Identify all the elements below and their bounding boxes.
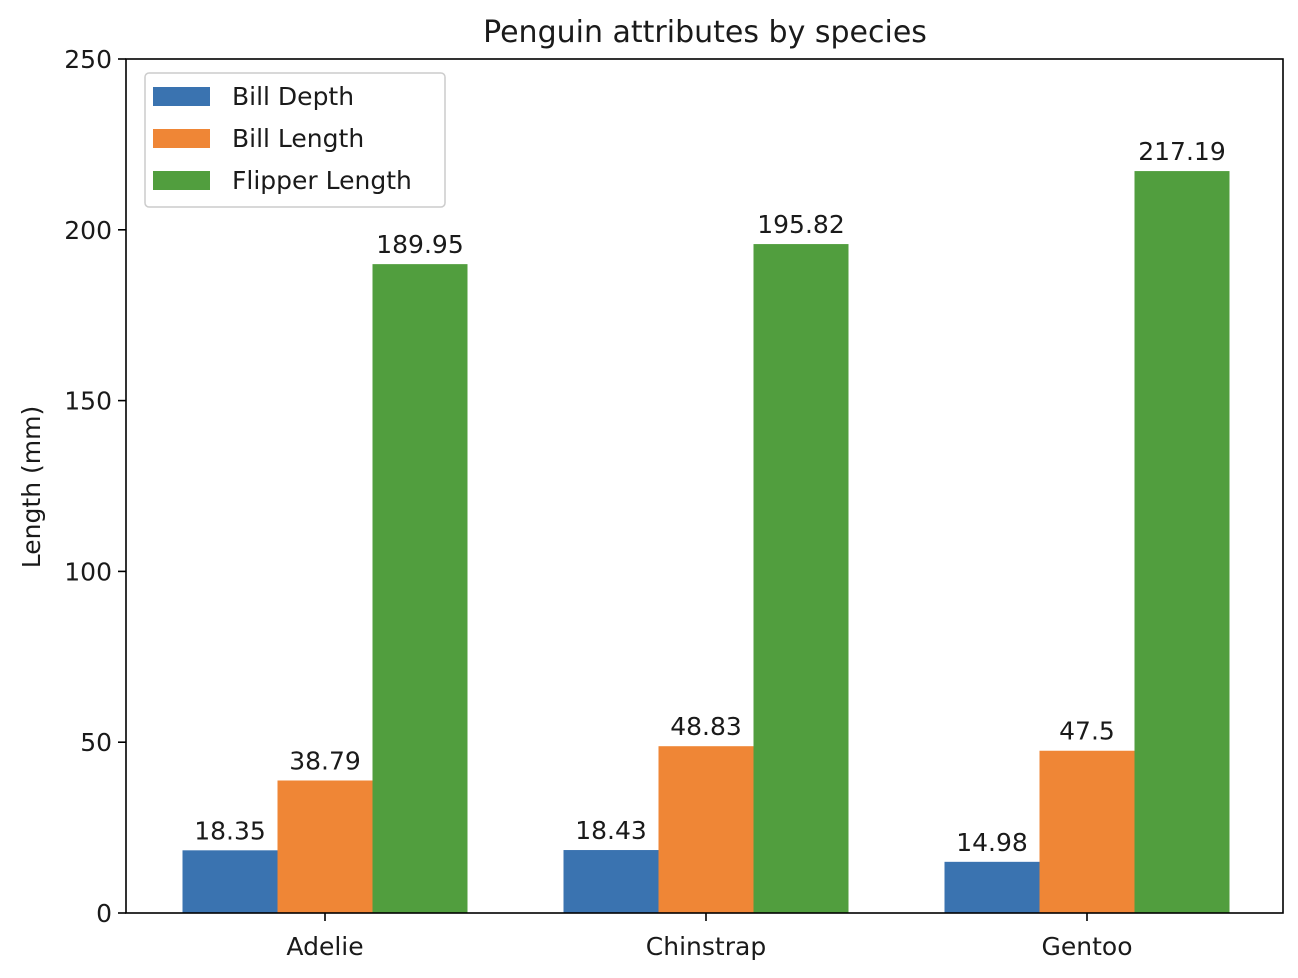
bar-value-label: 38.79 <box>289 746 361 775</box>
bar-bill-length-gentoo <box>1039 750 1135 913</box>
y-tick-label: 200 <box>64 216 112 245</box>
y-tick-label: 50 <box>80 728 112 757</box>
x-tick-label: Gentoo <box>1042 932 1133 961</box>
y-tick-label: 100 <box>64 557 112 586</box>
chart-title: Penguin attributes by species <box>483 15 927 50</box>
bar-value-label: 195.82 <box>757 210 844 239</box>
y-tick-label: 150 <box>64 387 112 416</box>
bar-value-label: 14.98 <box>956 828 1028 857</box>
y-axis-label: Length (mm) <box>17 406 46 568</box>
plot-area: 18.35 18.43 14.98 38.79 48.83 47.5 189.95 195.8… <box>64 45 1284 961</box>
bar-flipper-length-adelie <box>372 264 468 913</box>
bar-value-label: 18.43 <box>575 816 647 845</box>
bar-bill-depth-gentoo <box>944 861 1040 913</box>
legend-swatch-bill-length <box>153 129 210 148</box>
y-tick-label: 250 <box>64 45 112 74</box>
legend-box <box>144 72 446 208</box>
legend-swatch-bill-depth <box>153 87 210 106</box>
x-tick-label: Chinstrap <box>646 932 766 961</box>
bar-bill-depth-adelie <box>182 850 278 913</box>
bar-value-label: 47.5 <box>1059 717 1115 746</box>
bar-bill-length-adelie <box>277 780 373 913</box>
legend-swatch-flipper-length <box>153 171 210 190</box>
plot-frame <box>125 58 1284 914</box>
y-tick-label: 0 <box>96 899 112 928</box>
legend-label: Bill Length <box>232 124 364 153</box>
legend-label: Bill Depth <box>232 82 354 111</box>
bar-flipper-length-chinstrap <box>753 244 849 914</box>
bar-bill-depth-chinstrap <box>563 850 659 913</box>
bar-value-label: 217.19 <box>1138 137 1225 166</box>
legend-label: Flipper Length <box>232 166 412 195</box>
x-tick-label: Adelie <box>286 932 363 961</box>
bar-flipper-length-gentoo <box>1134 171 1230 913</box>
bar-value-label: 48.83 <box>670 712 742 741</box>
bar-bill-length-chinstrap <box>658 746 754 913</box>
bar-value-label: 189.95 <box>376 230 463 259</box>
bar-value-label: 18.35 <box>194 816 266 845</box>
